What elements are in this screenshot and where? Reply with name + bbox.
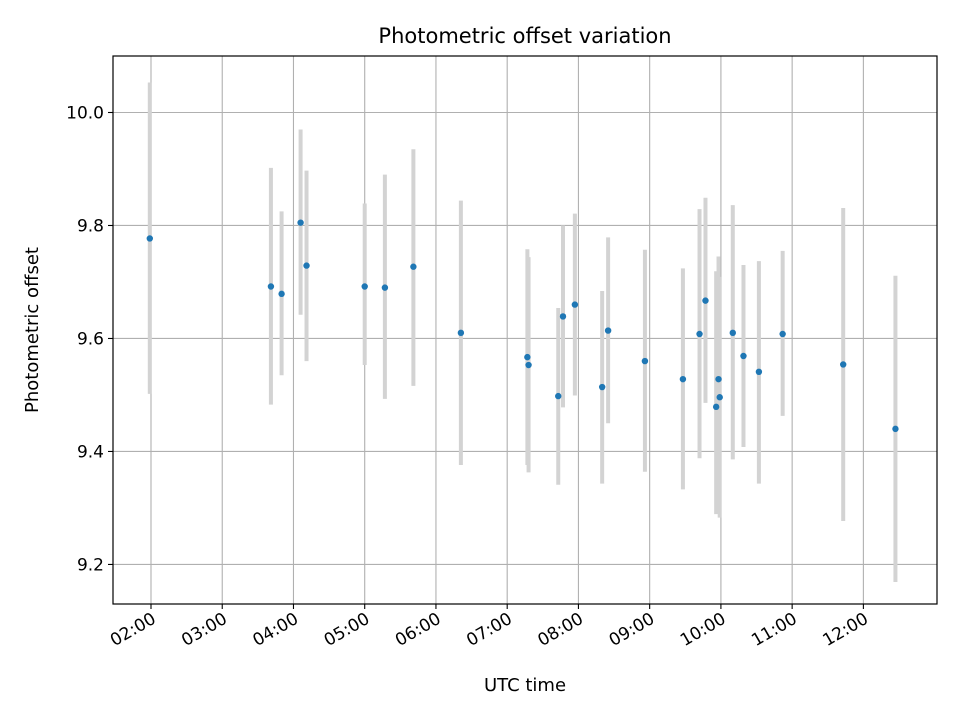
data-point [524,353,531,361]
data-point [641,357,649,365]
data-point [740,352,747,360]
data-point [525,361,532,369]
data-point [716,394,723,401]
data-point [457,329,465,337]
data-point [303,262,310,269]
data-point [381,284,389,291]
y-tick-label: 10.0 [66,103,104,123]
y-tick-label: 9.6 [77,329,104,349]
chart-title: Photometric offset variation [378,24,671,48]
y-tick-label: 9.2 [77,555,104,575]
x-axis-label: UTC time [484,675,566,696]
data-point [712,403,720,411]
grid [113,56,937,604]
data-point [715,375,722,383]
data-point [278,290,285,298]
data-point [702,297,709,304]
y-axis-label: Photometric offset [22,247,43,413]
data-point [297,219,304,226]
plot-frame [112,55,938,605]
data-point [555,392,562,400]
data-point [729,329,736,337]
data-point [146,235,154,242]
data-point [779,330,786,338]
data-point [361,283,368,290]
data-point [696,330,703,338]
data-point [559,313,567,320]
data-point [840,361,847,368]
y-axis-ticks: 9.2 9.4 9.6 9.8 10.0 [66,103,113,575]
data-point [604,327,612,334]
data-point [679,375,687,383]
point-layer [146,219,899,433]
y-tick-label: 9.8 [77,216,104,236]
data-point [892,425,899,433]
data-point [598,383,606,391]
data-point [571,301,579,308]
data-point [267,283,275,290]
data-point [755,368,763,376]
data-point [410,263,417,270]
y-tick-label: 9.4 [77,442,104,462]
